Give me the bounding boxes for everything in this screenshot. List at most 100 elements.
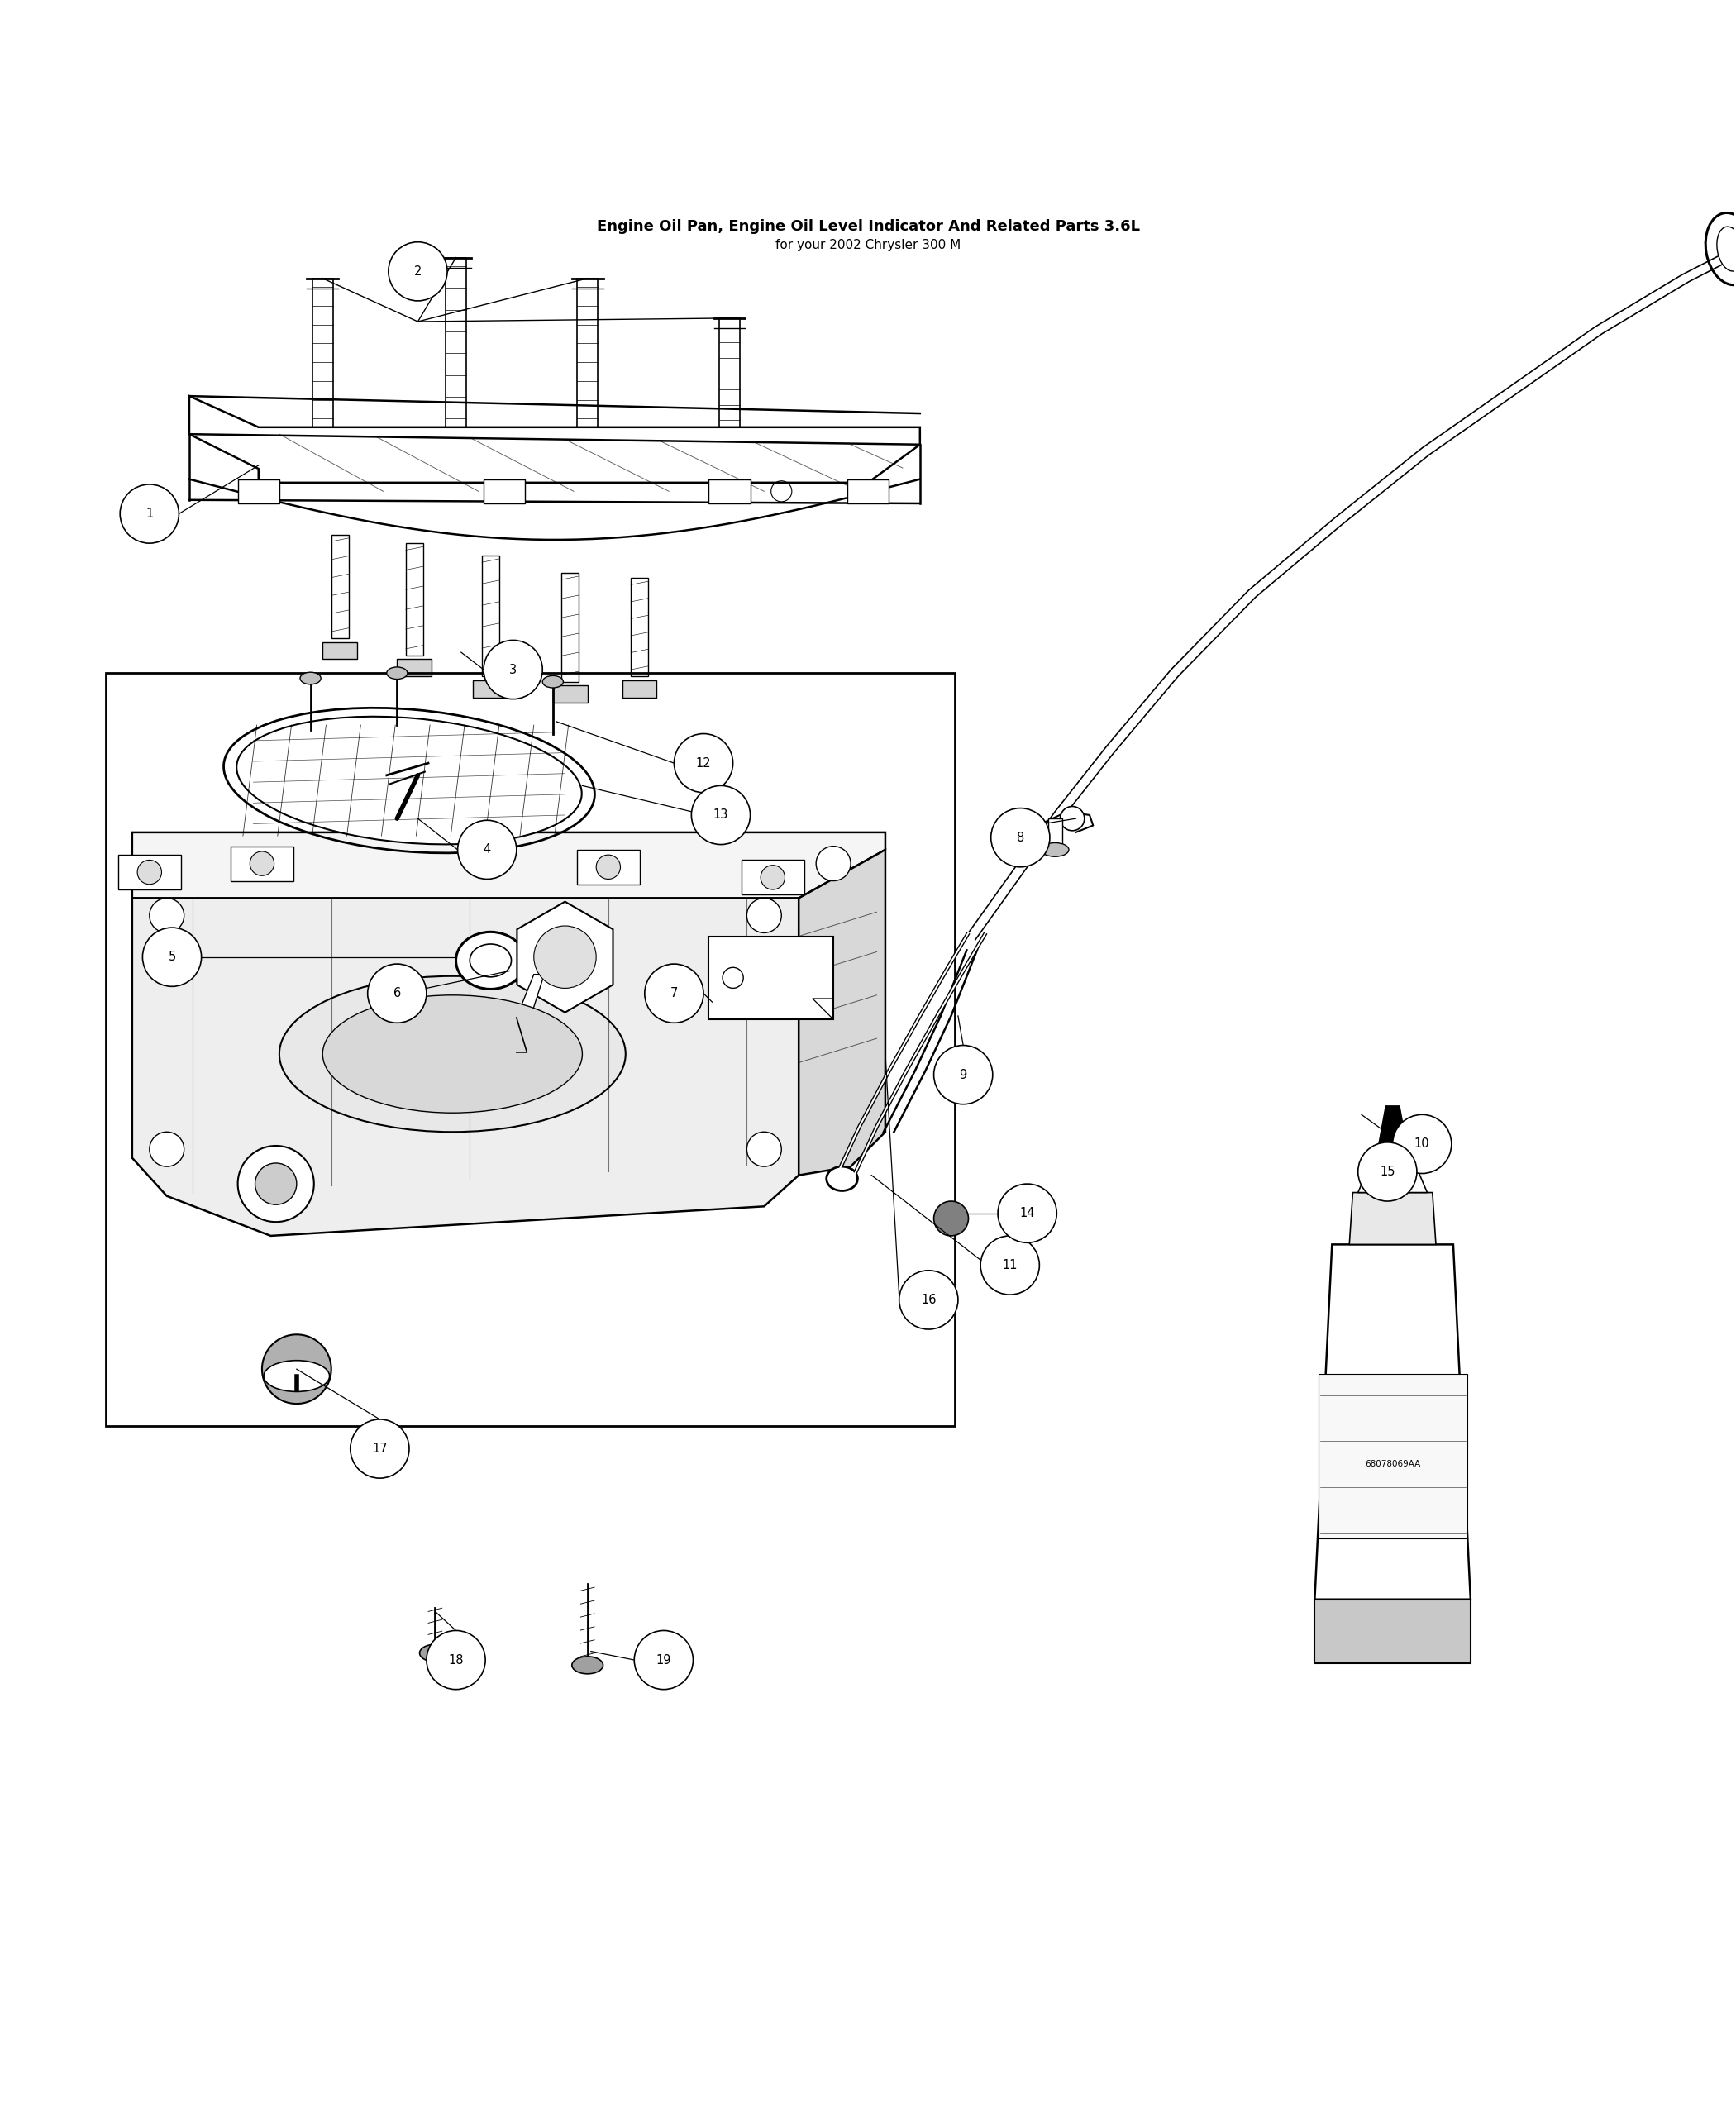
Text: 16: 16 [922,1294,936,1307]
Circle shape [934,1046,993,1105]
FancyBboxPatch shape [741,860,804,894]
Ellipse shape [542,677,562,687]
FancyBboxPatch shape [630,578,648,677]
Ellipse shape [457,932,526,989]
Text: 68078069AA: 68078069AA [1364,1461,1420,1469]
Circle shape [142,928,201,987]
Ellipse shape [1717,228,1736,272]
Polygon shape [517,902,613,1012]
Circle shape [255,1164,297,1204]
Circle shape [674,734,733,793]
FancyBboxPatch shape [552,685,587,702]
Text: 6: 6 [394,987,401,999]
Circle shape [262,1334,332,1404]
Circle shape [1392,1115,1451,1174]
Text: for your 2002 Chrysler 300 M: for your 2002 Chrysler 300 M [776,238,960,251]
FancyBboxPatch shape [1318,1374,1467,1539]
Polygon shape [189,396,920,483]
Circle shape [899,1271,958,1330]
Circle shape [351,1419,410,1478]
Polygon shape [1378,1107,1406,1145]
FancyBboxPatch shape [118,856,181,890]
Circle shape [250,852,274,875]
Circle shape [458,820,517,879]
Polygon shape [132,833,885,898]
Text: 15: 15 [1380,1166,1396,1178]
Text: 1: 1 [146,508,153,521]
FancyBboxPatch shape [1049,818,1062,850]
Circle shape [1358,1143,1417,1202]
Polygon shape [1314,1244,1470,1600]
Circle shape [1061,807,1085,831]
Text: 12: 12 [696,757,712,769]
Text: 8: 8 [1017,831,1024,843]
Circle shape [934,1202,969,1235]
Text: 19: 19 [656,1655,672,1665]
Polygon shape [799,850,885,1174]
Circle shape [137,860,161,885]
FancyBboxPatch shape [708,479,750,504]
Circle shape [595,856,620,879]
Text: 11: 11 [1002,1258,1017,1271]
FancyBboxPatch shape [398,660,432,677]
Polygon shape [1349,1193,1436,1244]
Text: 10: 10 [1415,1138,1430,1151]
FancyBboxPatch shape [312,278,333,428]
Polygon shape [132,898,799,1235]
Ellipse shape [387,666,408,679]
Circle shape [368,963,427,1022]
FancyBboxPatch shape [332,535,349,639]
FancyBboxPatch shape [719,318,740,445]
FancyBboxPatch shape [231,845,293,881]
Text: 3: 3 [509,664,517,677]
FancyBboxPatch shape [484,479,526,504]
Circle shape [998,1185,1057,1244]
Circle shape [760,864,785,890]
FancyBboxPatch shape [406,544,424,656]
Text: 13: 13 [713,809,729,822]
Ellipse shape [420,1644,451,1661]
Text: 9: 9 [960,1069,967,1081]
Circle shape [238,1147,314,1223]
FancyBboxPatch shape [446,257,467,428]
Circle shape [981,1235,1040,1294]
Ellipse shape [1042,843,1069,856]
Polygon shape [1314,1600,1470,1663]
FancyBboxPatch shape [621,681,656,698]
Circle shape [149,1132,184,1166]
FancyBboxPatch shape [576,278,597,428]
Polygon shape [1358,1145,1427,1193]
Circle shape [120,485,179,544]
Ellipse shape [470,944,512,976]
Polygon shape [517,974,543,1018]
Circle shape [746,898,781,934]
Circle shape [484,641,542,700]
Circle shape [427,1632,486,1689]
FancyBboxPatch shape [483,554,500,677]
Text: 17: 17 [372,1442,387,1455]
FancyBboxPatch shape [474,681,509,698]
Text: 5: 5 [168,951,175,963]
Ellipse shape [279,976,625,1132]
Text: 14: 14 [1019,1208,1035,1221]
FancyBboxPatch shape [576,850,639,885]
Text: 4: 4 [483,843,491,856]
Circle shape [991,807,1050,866]
Ellipse shape [236,717,582,845]
Circle shape [691,786,750,845]
Circle shape [746,1132,781,1166]
Circle shape [389,242,448,301]
Ellipse shape [826,1166,858,1191]
Ellipse shape [571,1657,602,1674]
Ellipse shape [264,1360,330,1391]
Ellipse shape [1705,213,1736,285]
Text: Engine Oil Pan, Engine Oil Level Indicator And Related Parts 3.6L: Engine Oil Pan, Engine Oil Level Indicat… [597,219,1139,234]
Circle shape [634,1632,693,1689]
Circle shape [149,898,184,934]
Circle shape [816,845,851,881]
Text: 7: 7 [670,987,679,999]
FancyBboxPatch shape [323,643,358,660]
Ellipse shape [323,995,582,1113]
FancyBboxPatch shape [847,479,889,504]
FancyBboxPatch shape [561,573,578,681]
